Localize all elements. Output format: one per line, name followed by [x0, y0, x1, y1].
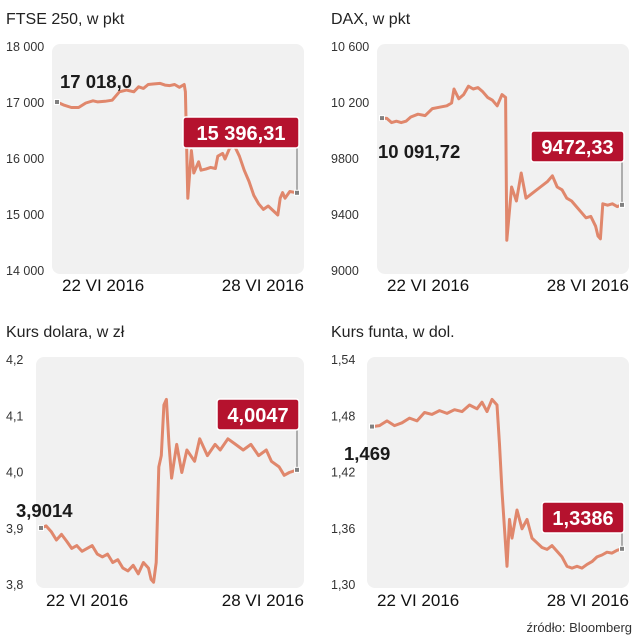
start-value-label: 10 091,72	[378, 141, 460, 162]
plot-area	[367, 357, 629, 588]
chart-panel-2: DAX, w pkt 10 600 10 200 9800 9400 9000 22 VI …	[331, 11, 629, 295]
y-tick-label: 9800	[331, 152, 359, 166]
start-marker	[54, 98, 60, 105]
end-marker	[294, 466, 300, 473]
series-line	[55, 81, 299, 217]
y-tick-label: 4,0	[6, 466, 23, 480]
y-tick-label: 9400	[331, 208, 359, 222]
panels: FTSE 250, w pkt 18 000 17 000 16 000 15 000 1…	[6, 11, 629, 610]
y-tick-label: 1,48	[331, 409, 355, 423]
y-tick-label: 14 000	[6, 264, 44, 278]
x-tick-label: 28 VI 2016	[547, 276, 629, 295]
end-value-label: 15 396,31	[197, 123, 286, 145]
end-value-label: 1,3386	[552, 508, 613, 530]
start-marker	[369, 423, 375, 430]
chart-title: FTSE 250, w pkt	[6, 11, 125, 28]
x-tick-label: 22 VI 2016	[387, 276, 469, 295]
y-tick-label: 10 200	[331, 96, 369, 110]
end-value-callout	[216, 398, 300, 431]
chart-title: Kurs dolara, w zł	[6, 324, 125, 341]
start-value-label: 3,9014	[16, 500, 73, 521]
end-value-label: 4,0047	[227, 405, 288, 427]
y-tick-label: 9000	[331, 264, 359, 278]
y-tick-label: 1,42	[331, 466, 355, 480]
y-tick-label: 10 600	[331, 40, 369, 54]
y-tick-label: 1,30	[331, 578, 355, 592]
y-tick-label: 17 000	[6, 96, 44, 110]
chart-panel-1: FTSE 250, w pkt 18 000 17 000 16 000 15 000 1…	[6, 11, 304, 295]
chart-panel-4: Kurs funta, w dol. 1,54 1,48 1,42 1,36 1,30 22…	[331, 324, 629, 610]
end-value-callout	[182, 116, 300, 149]
y-tick-label: 3,9	[6, 522, 23, 536]
y-tick-label: 16 000	[6, 152, 44, 166]
chart-title: DAX, w pkt	[331, 11, 411, 28]
y-tick-label: 4,1	[6, 409, 23, 423]
series-line	[39, 397, 299, 584]
end-value-callout	[530, 130, 625, 163]
series-line	[370, 397, 624, 570]
end-marker	[294, 189, 300, 196]
y-tick-label: 3,8	[6, 578, 23, 592]
chart-panel-3: Kurs dolara, w zł 4,2 4,1 4,0 3,9 3,8 22 VI 20…	[6, 324, 304, 610]
source-label: źródło: Bloomberg	[527, 620, 633, 635]
plot-area	[377, 44, 629, 274]
x-tick-label: 22 VI 2016	[62, 276, 144, 295]
end-marker	[619, 201, 625, 208]
end-value-callout	[541, 501, 625, 534]
chart-title: Kurs funta, w dol.	[331, 324, 455, 341]
y-tick-label: 1,54	[331, 353, 355, 367]
x-tick-label: 22 VI 2016	[377, 591, 459, 610]
x-tick-label: 28 VI 2016	[547, 591, 629, 610]
plot-area	[52, 44, 304, 274]
end-marker	[619, 545, 625, 552]
end-value-label: 9472,33	[541, 137, 613, 159]
start-value-label: 1,469	[344, 443, 390, 464]
start-marker	[38, 524, 44, 531]
y-tick-label: 1,36	[331, 522, 355, 536]
start-value-label: 17 018,0	[60, 71, 132, 92]
x-tick-label: 28 VI 2016	[222, 591, 304, 610]
y-tick-label: 18 000	[6, 40, 44, 54]
series-line	[380, 84, 624, 242]
start-marker	[379, 115, 385, 122]
y-tick-label: 15 000	[6, 208, 44, 222]
y-tick-label: 4,2	[6, 353, 23, 367]
x-tick-label: 22 VI 2016	[46, 591, 128, 610]
x-tick-label: 28 VI 2016	[222, 276, 304, 295]
